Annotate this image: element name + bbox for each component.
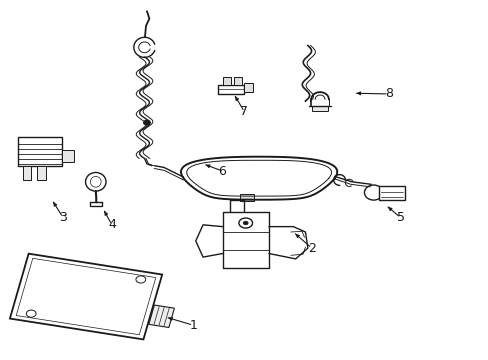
Bar: [222, 77, 230, 85]
Bar: [233, 77, 242, 85]
Bar: [37, 166, 46, 180]
Bar: [378, 186, 405, 201]
Bar: [244, 83, 253, 92]
Text: 3: 3: [59, 211, 67, 224]
Ellipse shape: [364, 185, 382, 200]
Bar: [18, 137, 61, 166]
Ellipse shape: [85, 172, 106, 191]
Text: 4: 4: [108, 218, 116, 231]
Bar: [312, 106, 327, 111]
Polygon shape: [148, 305, 174, 328]
Text: 2: 2: [307, 242, 315, 255]
Circle shape: [243, 221, 247, 225]
Bar: [217, 85, 244, 94]
Text: 7: 7: [240, 105, 248, 118]
Text: 6: 6: [218, 165, 226, 177]
Polygon shape: [10, 254, 162, 339]
Text: 8: 8: [384, 87, 392, 100]
Bar: [22, 166, 31, 180]
Bar: [61, 149, 74, 162]
Text: 5: 5: [396, 211, 404, 224]
Text: 1: 1: [189, 319, 197, 332]
Circle shape: [143, 120, 150, 125]
Bar: [239, 194, 254, 201]
